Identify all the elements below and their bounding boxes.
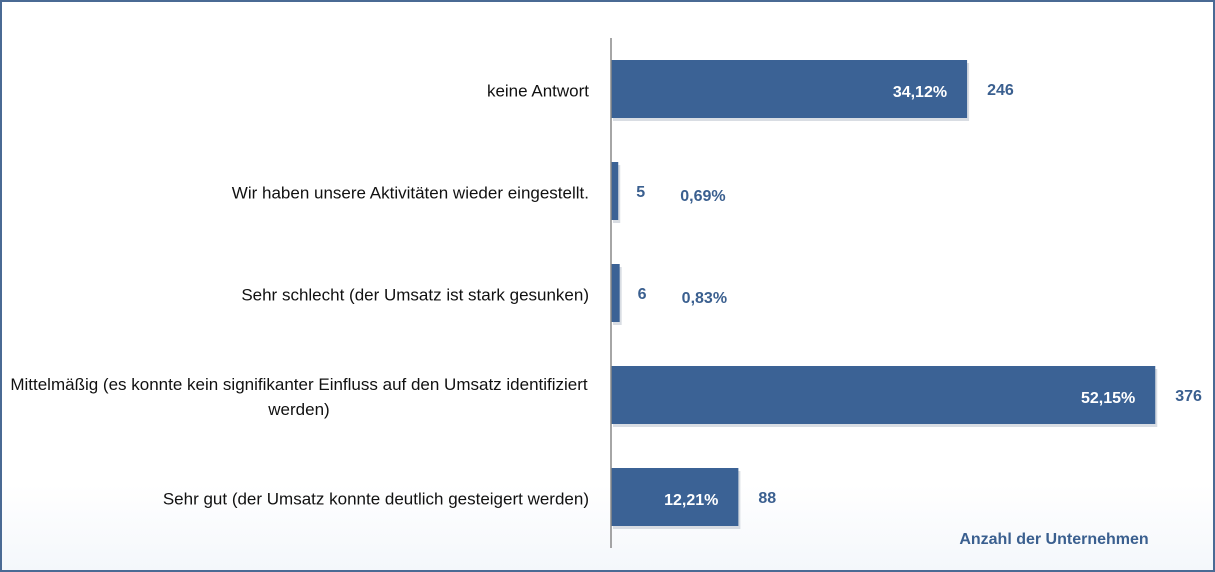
share-label: 12,21% <box>664 492 718 509</box>
bar <box>611 264 620 322</box>
category-label: Mittelmäßig (es konnte kein signifikante… <box>9 372 589 422</box>
value-label: 246 <box>987 82 1014 99</box>
category-label: keine Antwort <box>9 79 589 104</box>
bar <box>611 162 619 220</box>
share-label: 34,12% <box>893 84 947 101</box>
category-label: Wir haben unsere Aktivitäten wieder eing… <box>9 181 589 206</box>
bar <box>611 60 968 118</box>
x-axis-label: Anzahl der Unternehmen <box>959 531 1148 548</box>
bar <box>611 366 1156 424</box>
bar <box>611 468 739 526</box>
category-label: Sehr gut (der Umsatz konnte deutlich ges… <box>9 487 589 512</box>
value-label: 376 <box>1175 388 1202 405</box>
value-label: 6 <box>638 286 647 303</box>
share-label: 0,83% <box>682 290 727 307</box>
category-text: Sehr schlecht (der Umsatz ist stark gesu… <box>241 285 589 305</box>
share-label: 0,69% <box>680 188 725 205</box>
category-text: Wir haben unsere Aktivitäten wieder eing… <box>231 183 589 203</box>
value-label: 88 <box>758 490 776 507</box>
category-text: Sehr gut (der Umsatz konnte deutlich ges… <box>162 489 589 509</box>
category-text: keine Antwort <box>486 81 589 101</box>
share-label: 52,15% <box>1081 390 1135 407</box>
category-text: Mittelmäßig (es konnte kein signifikante… <box>10 375 588 419</box>
value-label: 5 <box>636 184 645 201</box>
category-label: Sehr schlecht (der Umsatz ist stark gesu… <box>9 283 589 308</box>
